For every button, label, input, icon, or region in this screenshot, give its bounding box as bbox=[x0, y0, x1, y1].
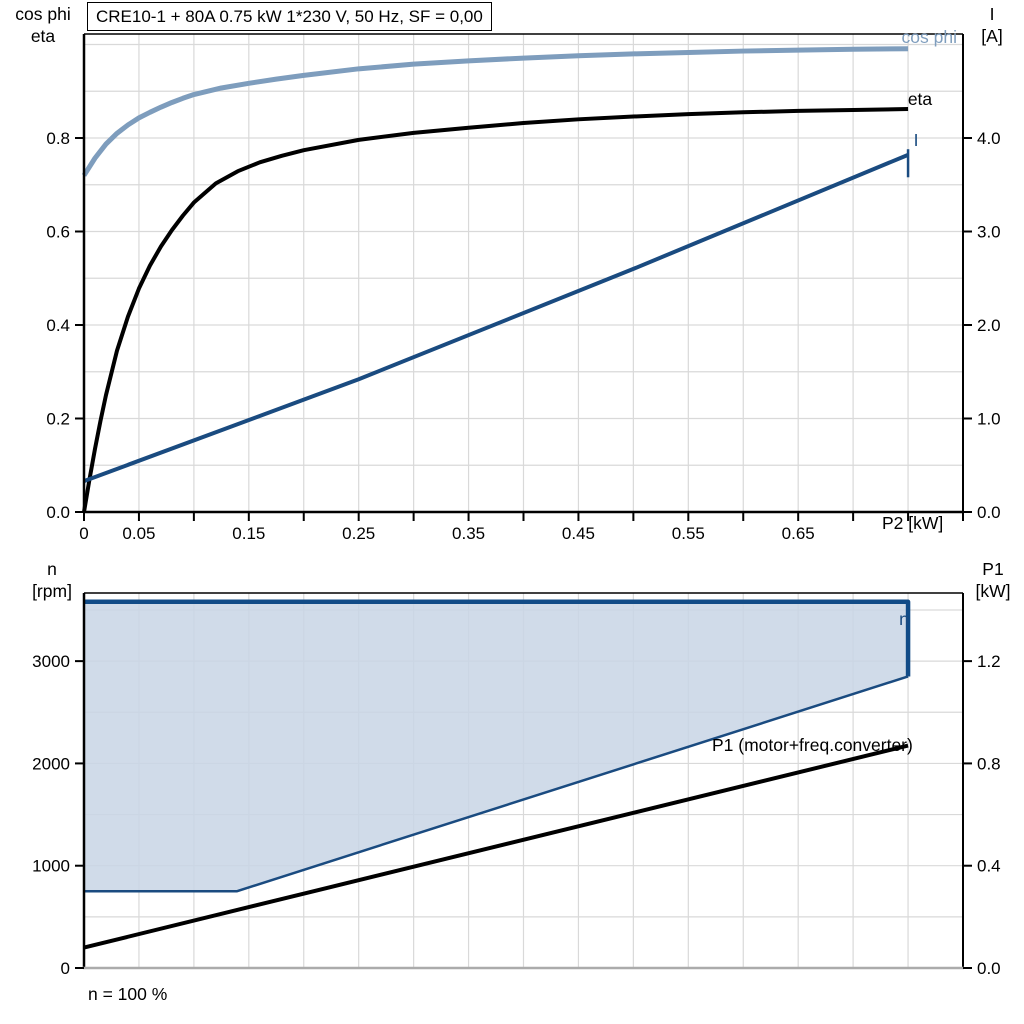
eta-curve-label: eta bbox=[907, 89, 933, 109]
bottom-right-axis-title: P1 [kW] bbox=[964, 558, 1022, 602]
top-right-axis-title: I [A] bbox=[964, 3, 1020, 47]
eta-axis-label: eta bbox=[30, 26, 56, 46]
svg-text:0.45: 0.45 bbox=[562, 524, 595, 543]
current-axis-label: I bbox=[989, 4, 995, 24]
svg-text:3.0: 3.0 bbox=[977, 223, 1001, 242]
svg-text:0.8: 0.8 bbox=[46, 129, 70, 148]
series-cos-phi bbox=[81, 46, 909, 177]
series-p1-motor-freq-converter- bbox=[83, 743, 909, 950]
series-n-range-lower-boundary bbox=[84, 675, 909, 893]
svg-text:0.55: 0.55 bbox=[672, 524, 705, 543]
svg-text:0.25: 0.25 bbox=[342, 524, 375, 543]
svg-text:0.0: 0.0 bbox=[977, 503, 1001, 522]
svg-text:0.0: 0.0 bbox=[977, 959, 1001, 978]
cos-phi-curve-label: cos phi bbox=[901, 27, 957, 47]
cos-phi-axis-label: cos phi bbox=[15, 4, 71, 24]
p1-curve-label: P1 (motor+freq.converter) bbox=[712, 735, 913, 755]
svg-text:0.6: 0.6 bbox=[46, 223, 70, 242]
svg-text:3000: 3000 bbox=[32, 652, 70, 671]
svg-text:0.35: 0.35 bbox=[452, 524, 485, 543]
svg-text:0.15: 0.15 bbox=[232, 524, 265, 543]
svg-text:2000: 2000 bbox=[32, 754, 70, 773]
current-curve-label: I bbox=[913, 130, 919, 150]
series-n bbox=[84, 599, 911, 677]
svg-text:0.0: 0.0 bbox=[46, 503, 70, 522]
svg-text:0.65: 0.65 bbox=[782, 524, 815, 543]
bottom-left-axis-title: n [rpm] bbox=[18, 558, 86, 602]
current-unit-label: [A] bbox=[981, 26, 1003, 46]
p1-unit-label: [kW] bbox=[975, 581, 1011, 601]
svg-text:1.2: 1.2 bbox=[977, 652, 1001, 671]
p1-axis-label: P1 bbox=[982, 559, 1004, 579]
x-axis-title: P2 [kW] bbox=[882, 513, 944, 533]
svg-text:0.8: 0.8 bbox=[977, 754, 1001, 773]
chart-title: CRE10-1 + 80A 0.75 kW 1*230 V, 50 Hz, SF… bbox=[87, 2, 492, 31]
svg-text:0: 0 bbox=[79, 524, 88, 543]
speed-axis-label: n bbox=[47, 559, 57, 579]
svg-text:4.0: 4.0 bbox=[977, 129, 1001, 148]
svg-text:1000: 1000 bbox=[32, 857, 70, 876]
svg-text:0: 0 bbox=[61, 959, 70, 978]
speed-unit-label: [rpm] bbox=[32, 581, 72, 601]
speed-operating-region bbox=[84, 601, 909, 892]
svg-text:0.05: 0.05 bbox=[122, 524, 155, 543]
svg-text:1.0: 1.0 bbox=[977, 410, 1001, 429]
svg-text:0.2: 0.2 bbox=[46, 410, 70, 429]
svg-text:0.4: 0.4 bbox=[977, 857, 1001, 876]
svg-text:2.0: 2.0 bbox=[977, 316, 1001, 335]
svg-text:0.4: 0.4 bbox=[46, 316, 70, 335]
series-eta bbox=[82, 107, 909, 513]
series-i bbox=[83, 152, 909, 484]
speed-percent-note: n = 100 % bbox=[88, 984, 168, 1004]
top-left-axis-title: cos phi eta bbox=[4, 3, 82, 47]
speed-curve-label: n bbox=[899, 609, 909, 629]
